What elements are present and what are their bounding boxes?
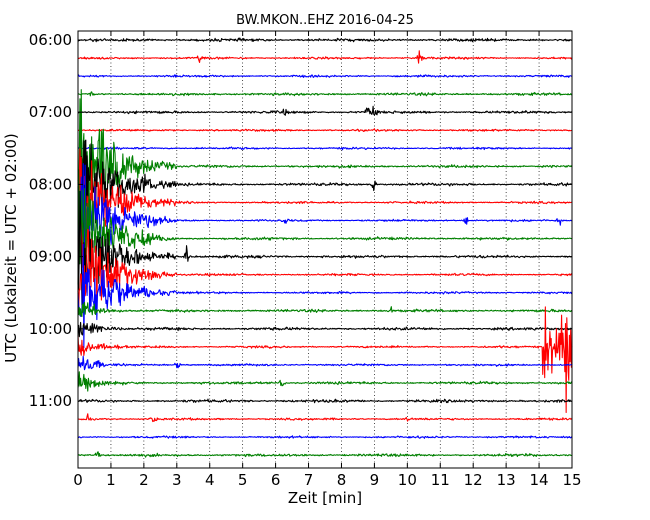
y-tick-label: 06:00 [29, 31, 72, 49]
x-tick-label: 2 [139, 471, 149, 489]
trace-line [77, 74, 573, 78]
x-tick-label: 9 [370, 471, 380, 489]
x-tick-label: 0 [73, 471, 83, 489]
x-axis-label: Zeit [min] [288, 489, 362, 507]
x-tick-label: 13 [497, 471, 516, 489]
x-tick-label: 5 [238, 471, 248, 489]
x-tick-label: 6 [271, 471, 281, 489]
trace-line [77, 228, 573, 313]
trace-line [77, 139, 573, 255]
x-tick-label: 10 [398, 471, 417, 489]
x-tick-label: 7 [304, 471, 314, 489]
x-tick-label: 14 [530, 471, 549, 489]
trace-line [77, 163, 573, 272]
plot-frame [77, 30, 573, 469]
trace-line [77, 37, 573, 43]
y-tick-label: 07:00 [29, 103, 72, 121]
seismogram-traces [77, 37, 573, 458]
chart-title: BW.MKON..EHZ 2016-04-25 [236, 13, 414, 28]
y-tick-label: 10:00 [29, 320, 72, 338]
trace-line [77, 243, 573, 349]
trace-line [77, 91, 573, 97]
x-tick-label: 15 [562, 471, 581, 489]
vertical-grid [110, 31, 540, 468]
y-axis-label: UTC (Lokalzeit = UTC + 02:00) [2, 133, 20, 363]
trace-line [77, 146, 573, 151]
x-tick-label: 8 [337, 471, 347, 489]
trace-line [77, 50, 573, 64]
y-tick-label: 11:00 [29, 392, 72, 410]
trace-line [77, 435, 573, 439]
trace-line [77, 451, 573, 458]
trace-line [77, 89, 573, 221]
trace-line [77, 306, 573, 414]
y-axis-ticks: 06:00 07:00 08:00 09:00 10:00 11:00 [29, 31, 572, 410]
trace-line [77, 186, 573, 314]
trace-line [77, 371, 573, 392]
trace-line [77, 148, 573, 268]
x-tick-label: 12 [464, 471, 483, 489]
trace-line [77, 398, 573, 404]
trace-line [77, 169, 573, 285]
trace-line [77, 321, 573, 338]
trace-line [77, 413, 573, 423]
x-axis-ticks: 0 1 2 3 4 5 6 7 8 9 10 11 12 13 14 15 [73, 31, 582, 489]
x-tick-label: 3 [172, 471, 182, 489]
x-tick-label: 11 [431, 471, 450, 489]
trace-line [77, 128, 573, 133]
x-tick-label: 1 [106, 471, 116, 489]
trace-line [77, 105, 573, 116]
x-tick-label: 4 [205, 471, 215, 489]
y-tick-label: 08:00 [29, 175, 72, 193]
y-tick-label: 09:00 [29, 248, 72, 266]
trace-line [77, 301, 573, 318]
trace-line [77, 355, 573, 371]
